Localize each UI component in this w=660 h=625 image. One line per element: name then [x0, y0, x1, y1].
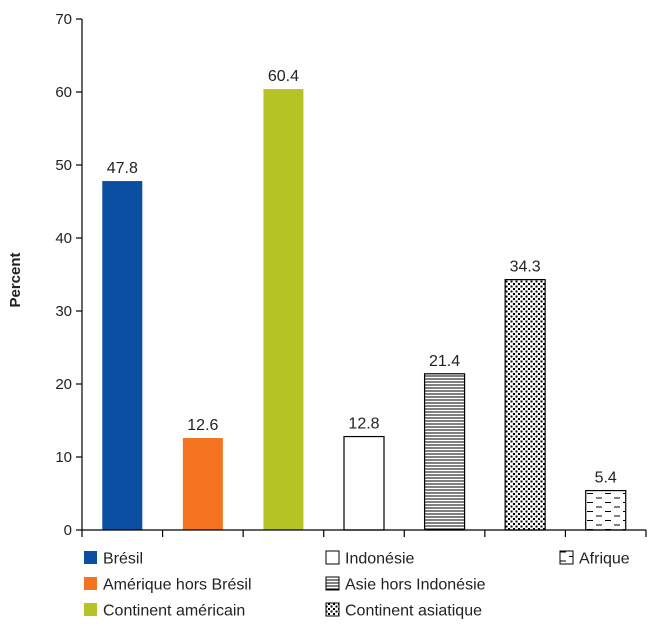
- bar-value-label: 5.4: [595, 470, 617, 487]
- y-tick-label: 10: [55, 449, 72, 466]
- y-axis-ticks: 0 10 20 30 40 50 60 70: [55, 11, 82, 539]
- bar: [343, 435, 385, 531]
- legend-label: Asie hors Indonésie: [345, 577, 486, 594]
- legend-swatch: [559, 550, 574, 565]
- legend-swatch: [84, 577, 97, 590]
- bar: [102, 181, 143, 530]
- bar: [263, 89, 304, 530]
- x-axis-ticks: [81, 530, 647, 537]
- bar: [585, 489, 627, 531]
- legend-swatch: [325, 576, 340, 591]
- bar: [423, 373, 466, 531]
- legend-label: Continent asiatique: [345, 603, 482, 620]
- bar-value-label: 12.6: [187, 417, 218, 434]
- y-tick-label: 20: [55, 376, 72, 393]
- y-tick-label: 50: [55, 157, 72, 174]
- y-tick-label: 40: [55, 230, 72, 247]
- legend: Brésil Amérique hors Brésil Continent amér…: [84, 550, 630, 620]
- y-tick-label: 0: [64, 522, 72, 539]
- legend-swatch: [84, 603, 97, 616]
- bar-value-label: 47.8: [107, 160, 138, 177]
- bar: [182, 438, 223, 530]
- bar: [504, 279, 546, 531]
- legend-swatch: [325, 602, 340, 617]
- legend-swatch: [84, 551, 97, 564]
- bars: [102, 89, 627, 531]
- value-labels: 47.8 12.6 60.4 12.8 21.4 34.3 5.4: [107, 68, 617, 487]
- y-tick-label: 70: [55, 11, 72, 28]
- bar-value-label: 12.8: [348, 416, 379, 433]
- legend-label: Afrique: [579, 551, 630, 568]
- bar-value-label: 21.4: [429, 353, 460, 370]
- y-tick-label: 60: [55, 84, 72, 101]
- bar-value-label: 60.4: [268, 68, 299, 85]
- legend-swatch: [325, 550, 340, 565]
- bar-value-label: 34.3: [510, 259, 541, 276]
- y-axis-title: Percent: [7, 252, 24, 307]
- legend-label: Continent américain: [103, 603, 245, 620]
- legend-label: Amérique hors Brésil: [103, 577, 252, 594]
- y-tick-label: 30: [55, 303, 72, 320]
- legend-label: Brésil: [103, 551, 143, 568]
- legend-label: Indonésie: [345, 551, 414, 568]
